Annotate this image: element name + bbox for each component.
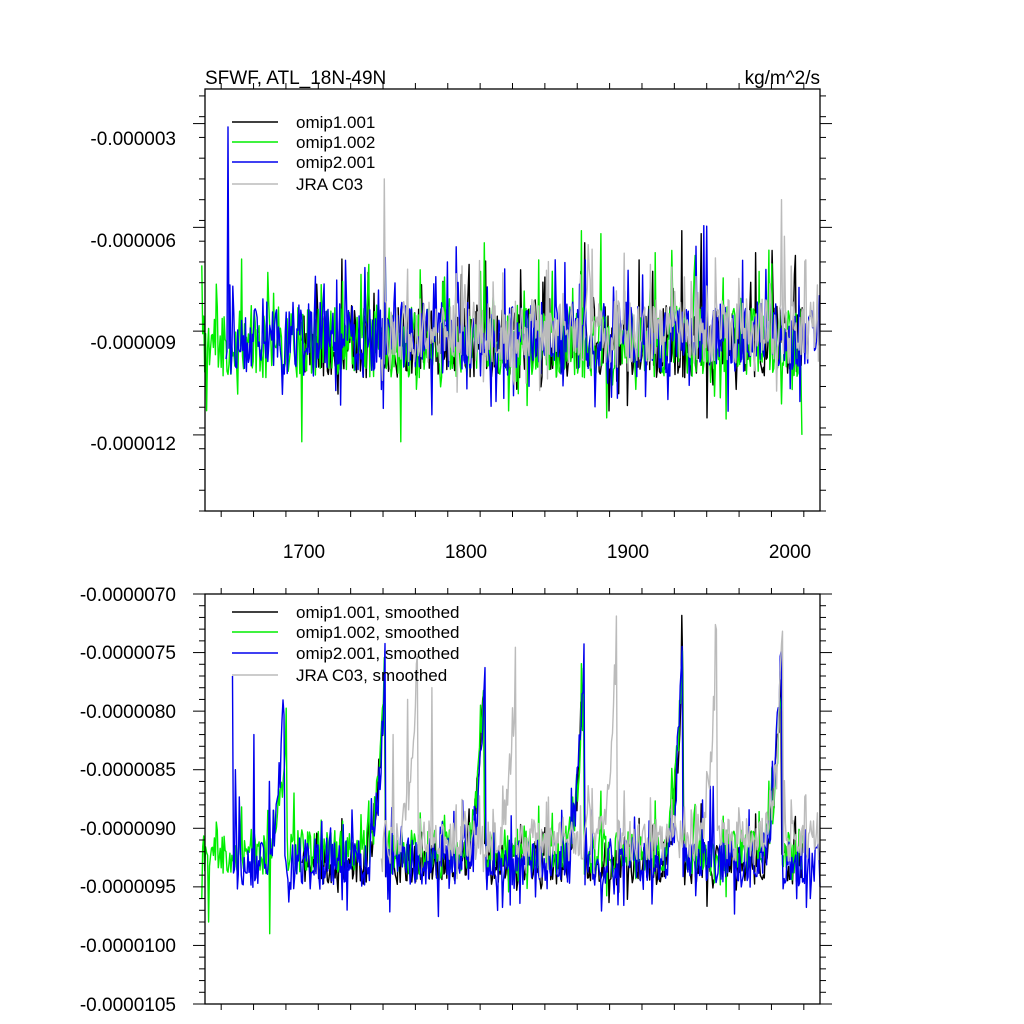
legend-label: omip1.002, smoothed: [296, 623, 460, 642]
top-series-lines: [201, 126, 821, 443]
top-axis-ticks: [193, 83, 832, 517]
bottom-ytick-label: -0.0000095: [80, 877, 176, 898]
bottom-axis-ticks: [193, 588, 832, 1010]
legend-label: JRA C03, smoothed: [296, 666, 447, 685]
top-series-line-4: [380, 178, 820, 393]
bottom-ytick-labels: -0.0000070 -0.0000075 -0.0000080 -0.0000…: [80, 585, 176, 1016]
bottom-series-lines: [201, 614, 821, 935]
top-series-line-1: [301, 230, 803, 419]
bottom-panel: -0.0000070 -0.0000075 -0.0000080 -0.0000…: [80, 585, 832, 1016]
top-xtick-label: 1900: [607, 542, 649, 563]
top-units: kg/m^2/s: [745, 68, 820, 89]
top-xtick-label: 2000: [769, 542, 811, 563]
bottom-ytick-label: -0.0000100: [80, 936, 176, 957]
legend-label: omip1.002: [296, 133, 375, 152]
top-legend: omip1.001 omip1.002 omip2.001 JRA C03: [232, 113, 375, 194]
top-ytick-label: -0.000012: [90, 434, 176, 455]
top-xtick-label: 1700: [283, 542, 325, 563]
legend-label: omip2.001: [296, 153, 375, 172]
legend-label: omip2.001, smoothed: [296, 644, 460, 663]
bottom-ytick-label: -0.0000070: [80, 585, 176, 606]
bottom-ytick-label: -0.0000075: [80, 643, 176, 664]
legend-label: omip1.001: [296, 113, 375, 132]
top-title: SFWF, ATL_18N-49N: [205, 68, 386, 89]
top-ytick-label: -0.000009: [90, 333, 176, 354]
bottom-ytick-label: -0.0000090: [80, 819, 176, 840]
bottom-ytick-label: -0.0000085: [80, 760, 176, 781]
bottom-legend: omip1.001, smoothed omip1.002, smoothed …: [232, 603, 460, 685]
top-panel: SFWF, ATL_18N-49N kg/m^2/s -0.000003 -0.…: [90, 68, 832, 563]
top-ytick-label: -0.000006: [90, 231, 176, 252]
bottom-ytick-label: -0.0000105: [80, 995, 176, 1016]
top-xtick-label: 1800: [445, 542, 487, 563]
top-xtick-labels: 1700 1800 1900 2000: [283, 542, 811, 563]
bottom-series-line-4: [380, 615, 820, 880]
legend-label: omip1.001, smoothed: [296, 603, 460, 622]
bottom-ytick-label: -0.0000080: [80, 702, 176, 723]
legend-label: JRA C03: [296, 175, 363, 194]
top-ytick-labels: -0.000003 -0.000006 -0.000009 -0.000012: [90, 129, 176, 455]
top-ytick-label: -0.000003: [90, 129, 176, 150]
